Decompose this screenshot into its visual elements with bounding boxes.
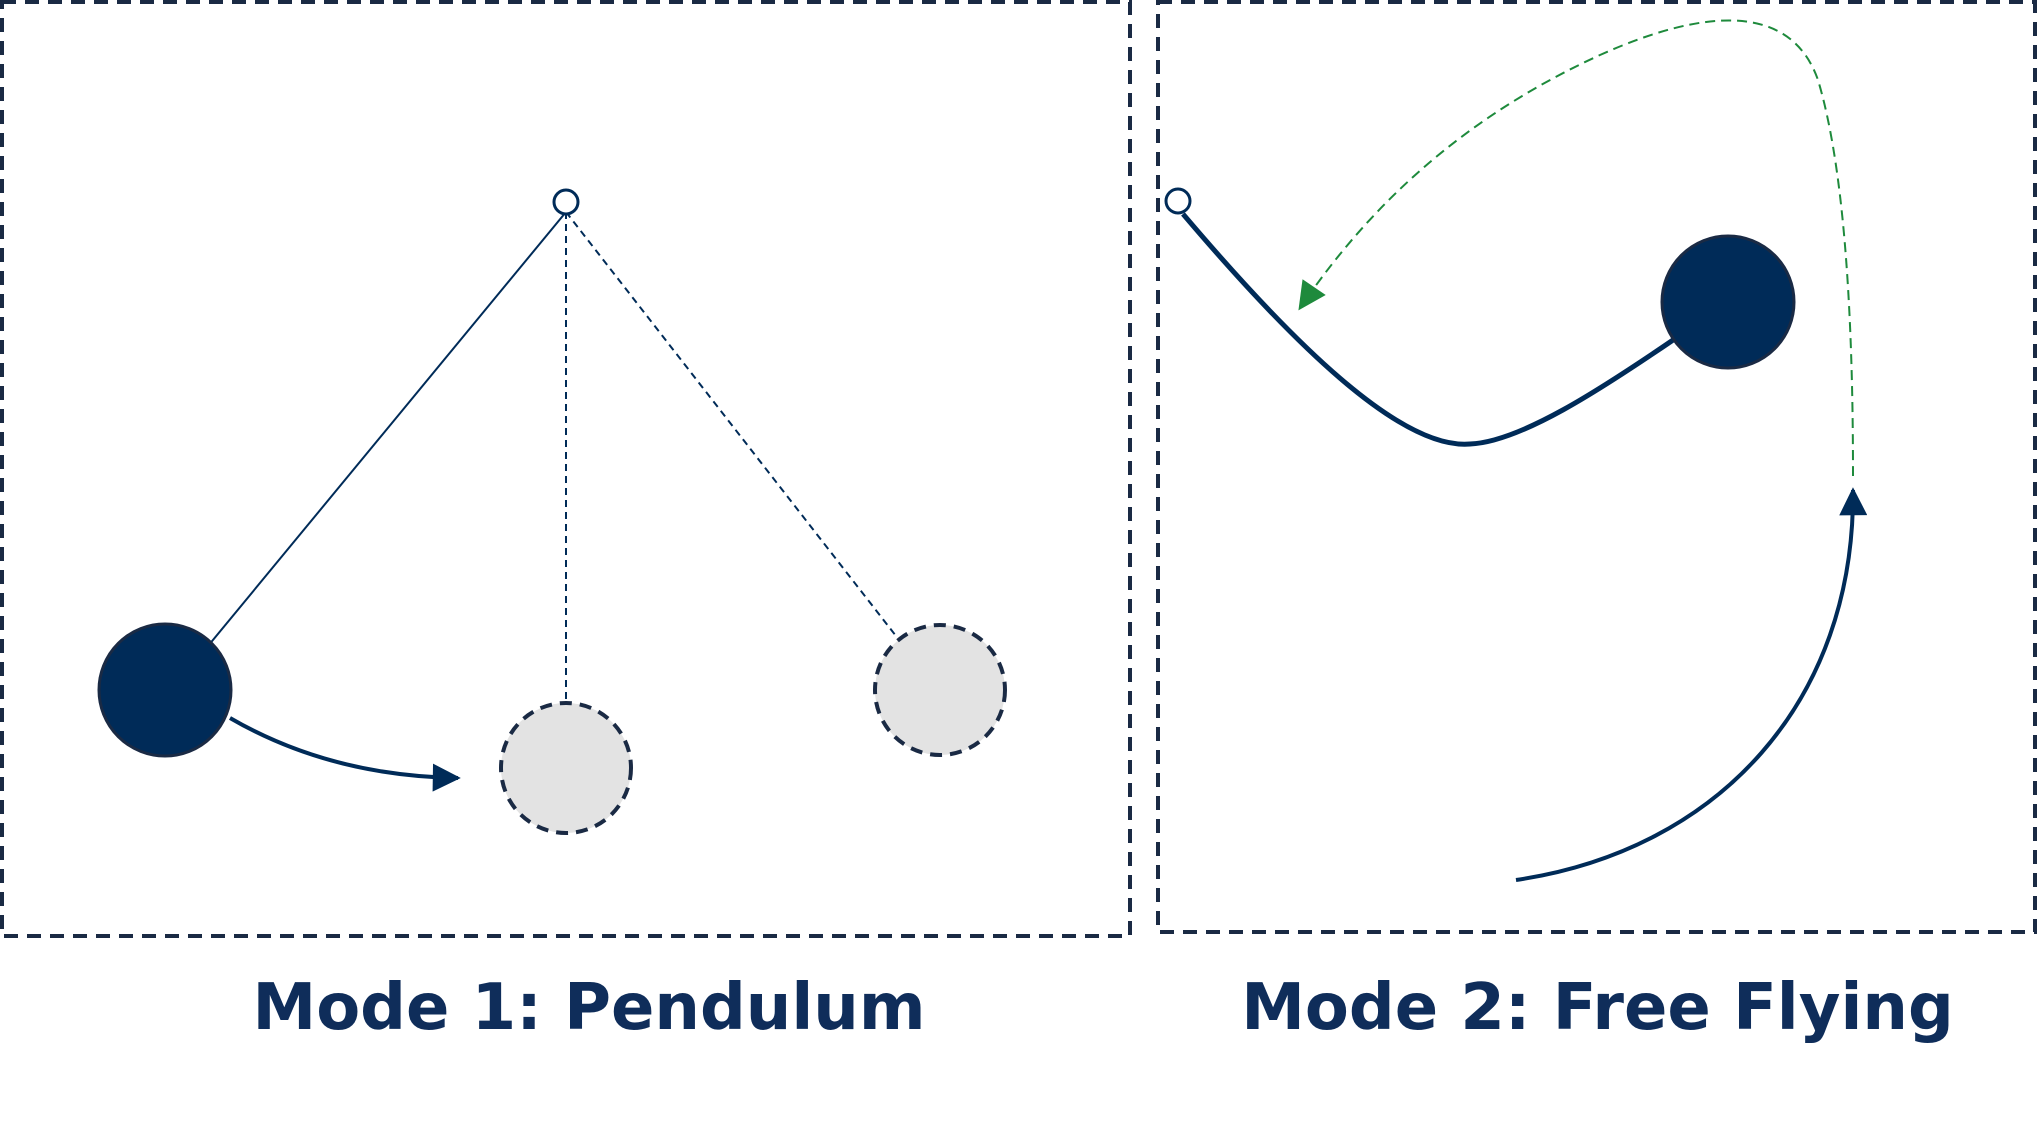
pendulum-caption: Mode 1: Pendulum [252,971,926,1045]
pendulum-rod-ghost-right [565,211,897,637]
free-flying-panel-frame [1156,0,2037,934]
pendulum-swing-arrow [228,716,461,792]
pendulum-ghost-bob-center [499,701,633,835]
free-flying-panel [1156,0,2037,934]
free-flying-tether [1181,212,1678,447]
free-flying-bob [1660,234,1796,370]
pendulum-ghost-bob-right [873,623,1007,757]
free-flying-caption: Mode 2: Free Flying [1241,971,1954,1045]
free-flying-launch-arrow [1515,487,1868,882]
pendulum-panel-frame [0,0,1132,938]
pendulum-panel [0,0,1132,938]
free-flying-anchor [1164,187,1192,215]
pendulum-bob [97,622,233,758]
free-flying-trajectory [1298,19,1854,477]
pendulum-rod [207,211,567,647]
pendulum-pivot [552,188,580,216]
